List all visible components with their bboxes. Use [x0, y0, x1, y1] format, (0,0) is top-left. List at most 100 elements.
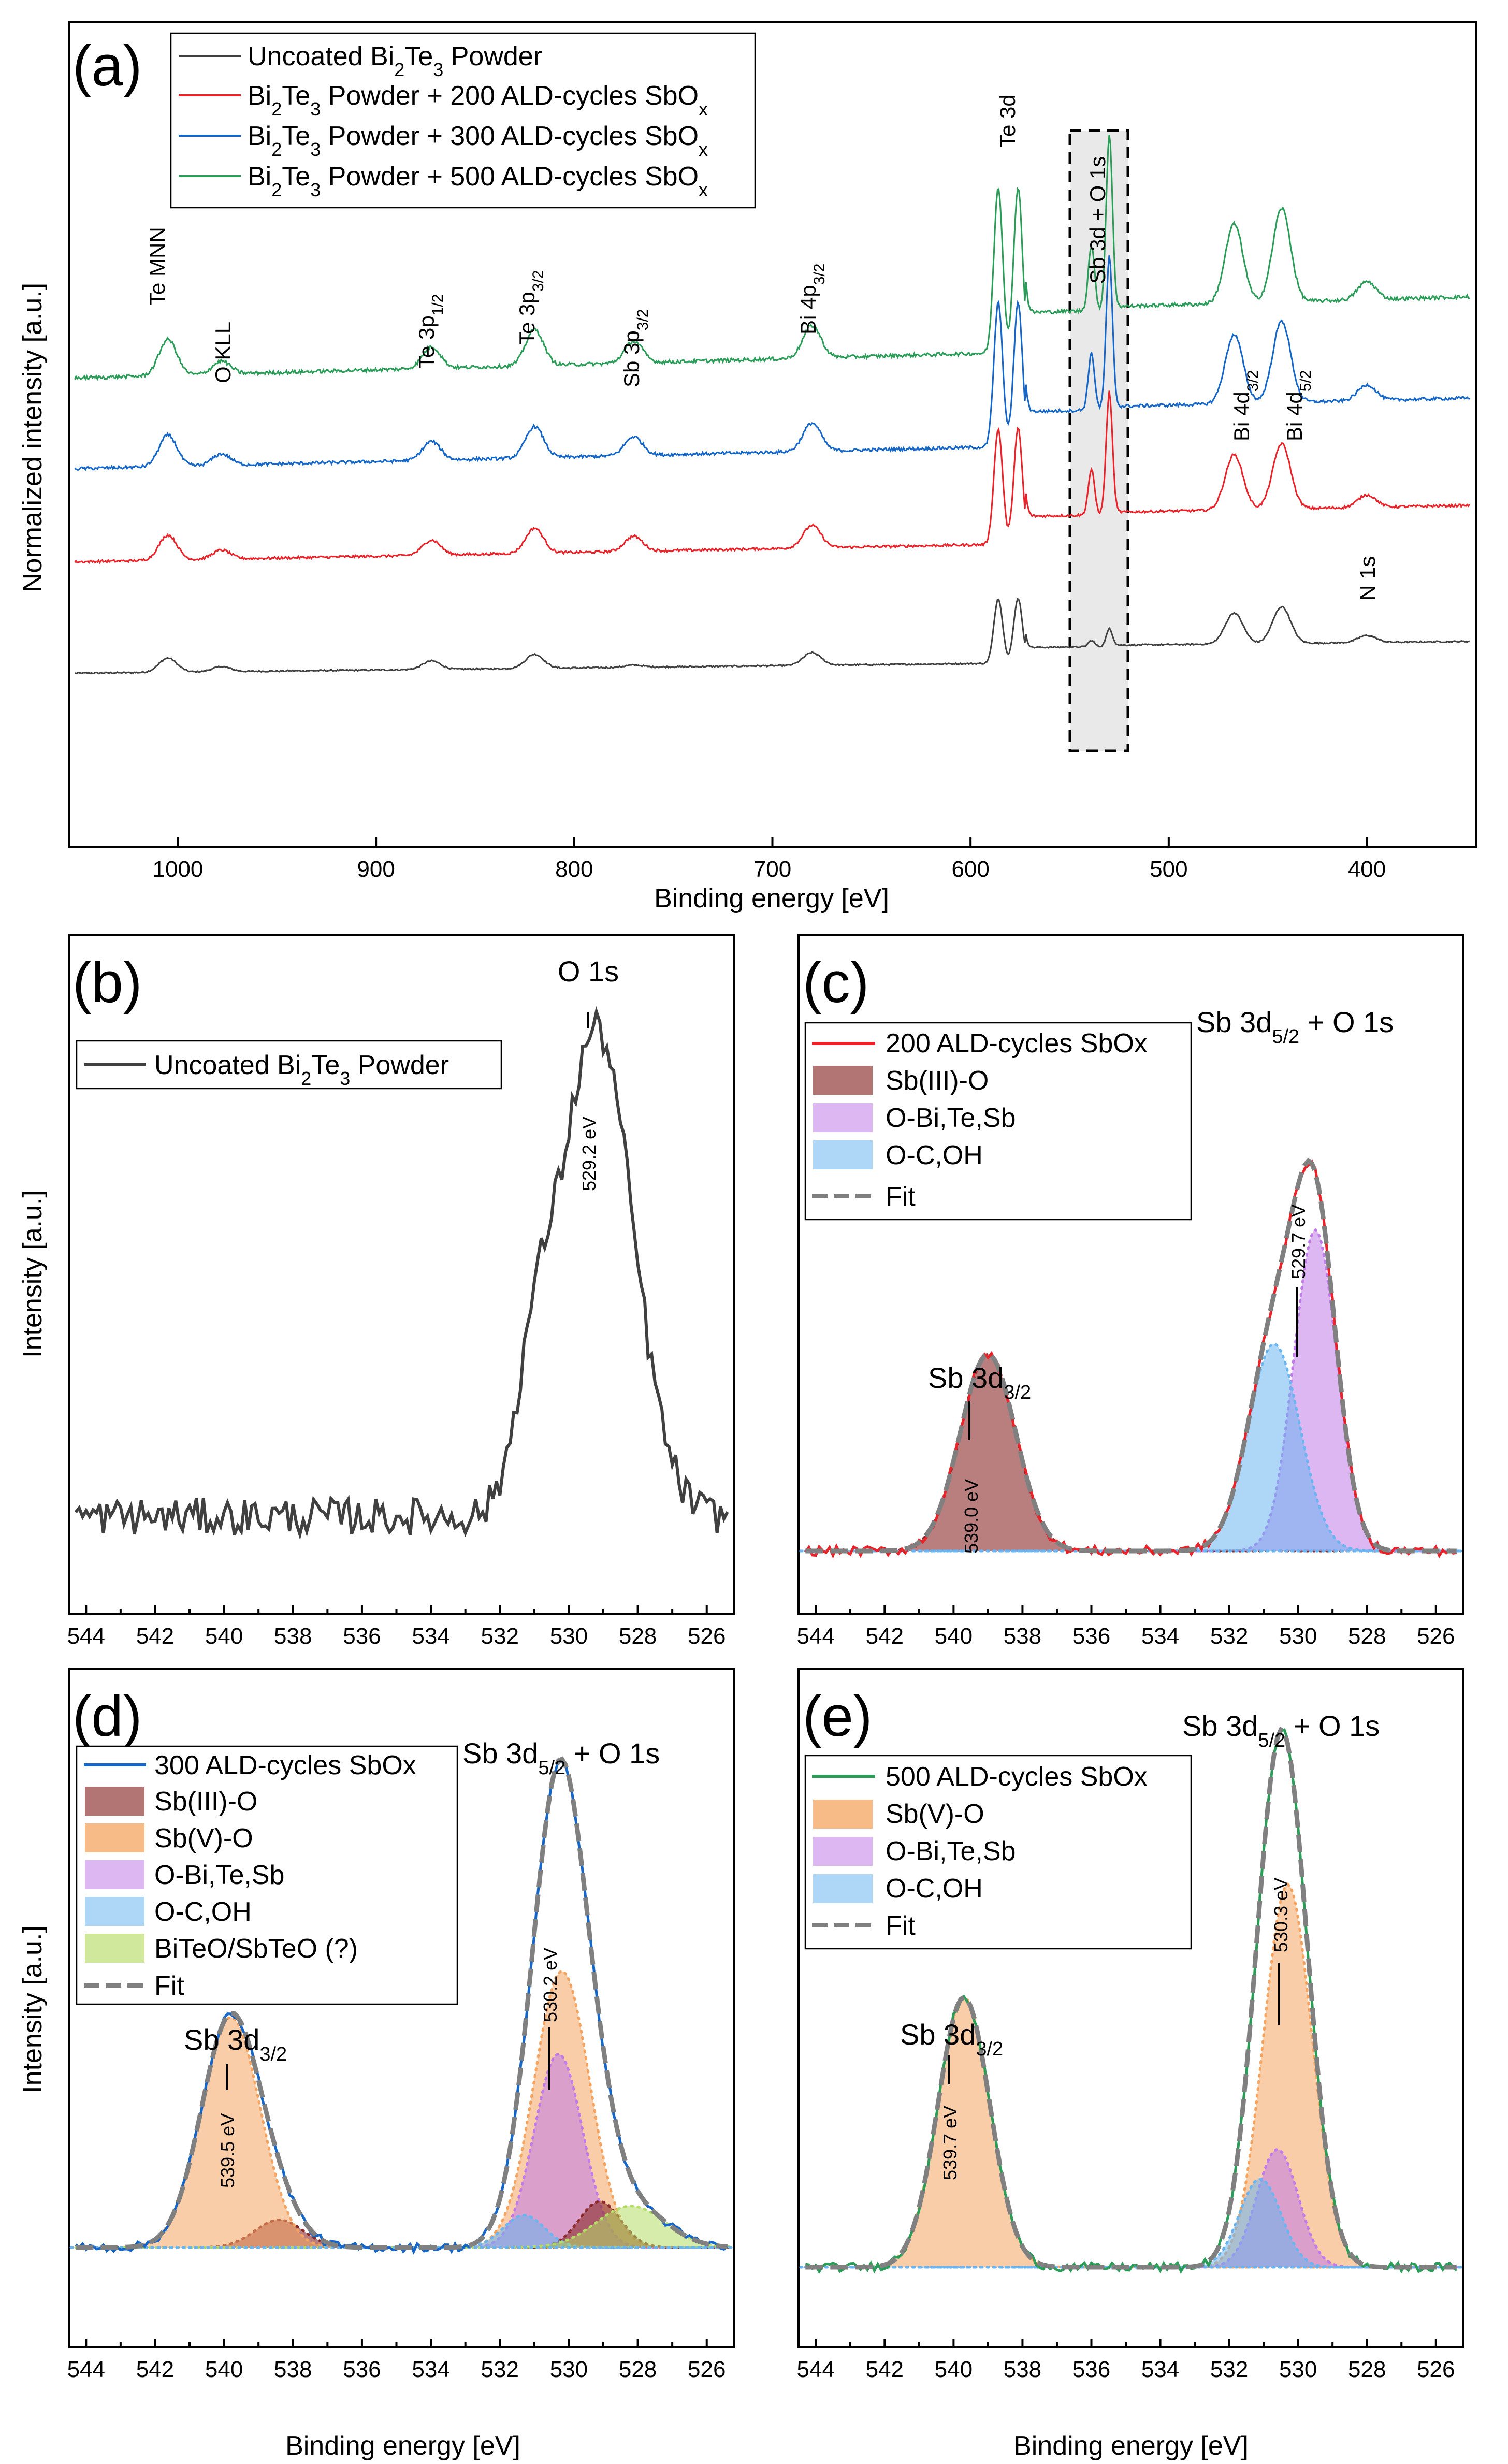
panel-a: 1000 900 800 700 600 500 400 (a) Uncoated Bi2T…	[18, 21, 1477, 914]
panel-d-frame	[68, 1668, 735, 2348]
tick-label: 528	[619, 2357, 657, 2382]
panel-c: 544 542 540 538 536 534 532 530 528 526 (c) 200 A…	[797, 934, 1465, 1649]
panel-e-curves	[799, 1726, 1463, 2274]
tick-label: 540	[205, 2357, 243, 2382]
tick-label: 544	[797, 2357, 835, 2382]
panel-e-peak-value-2: 539.7 eV	[939, 2106, 961, 2180]
panel-d-y-axis-label: Intensity [a.u.]	[18, 1925, 48, 2093]
panel-e-frame	[798, 1668, 1465, 2348]
panel-d-curves	[69, 1756, 734, 2255]
peak-label-sb-3p32: Sb 3p3/2	[619, 309, 651, 387]
panel-c-legend: 200 ALD-cycles SbOx Sb(III)-O O-Bi,Te,Sb…	[804, 1022, 1192, 1221]
tick-label: 544	[797, 1624, 835, 1649]
panel-d-label: (d)	[72, 1685, 142, 1748]
panel-b-x-ticks: 544 542 540 538 536 534 532 530 528 526	[67, 1605, 726, 1649]
tick-label: 534	[412, 2357, 450, 2382]
tick-label: 528	[1348, 1624, 1386, 1649]
panel-a-x-ticks: 1000 900 800 700 600 500 400	[153, 837, 1386, 882]
tick-label: 532	[1210, 2357, 1248, 2382]
panel-d-legend-entry-oc: O-C,OH	[154, 1897, 252, 1927]
panel-d-peak-value-2: 539.5 eV	[217, 2113, 238, 2188]
tick-label: 534	[1141, 1624, 1179, 1649]
measured-line	[804, 1159, 1457, 1559]
panel-e-legend-entry-sb5: Sb(V)-O	[886, 1799, 984, 1829]
panel-e-title: Sb 3d5/2 + O 1s	[1182, 1709, 1380, 1751]
panel-a-tick-label: 1000	[153, 857, 204, 882]
panel-c-label: (c)	[803, 951, 869, 1014]
panel-d-legend-entry-bite: BiTeO/SbTeO (?)	[154, 1934, 358, 1964]
component-fill	[76, 2054, 731, 2248]
tick-label: 526	[1417, 1624, 1455, 1649]
panel-e-peak-value-1: 530.3 eV	[1270, 1878, 1292, 1952]
tick-label: 544	[67, 1624, 105, 1649]
panel-d-title: Sb 3d5/2 + O 1s	[462, 1737, 660, 1779]
panel-a-label: (a)	[72, 34, 142, 98]
tick-label: 536	[343, 1624, 381, 1649]
component-fill	[76, 2206, 731, 2248]
o1s-line	[75, 1006, 729, 1540]
peak-label-n-1s: N 1s	[1355, 556, 1380, 601]
tick-label: 540	[935, 2357, 973, 2382]
panel-e-x-axis-label: Binding energy [eV]	[1013, 2431, 1249, 2461]
survey-line-2	[74, 390, 1471, 564]
panel-a-tick-label: 900	[357, 857, 395, 882]
panel-e-legend: 500 ALD-cycles SbOx Sb(V)-O O-Bi,Te,Sb O…	[804, 1755, 1192, 1950]
panel-a-legend: Uncoated Bi2Te3 Powder Bi2Te3 Powder + 2…	[170, 32, 756, 209]
peak-label-te-mnn: Te MNN	[145, 227, 169, 306]
panel-d-peak-value-1: 530.2 eV	[540, 1948, 561, 2022]
panel-b-legend-entry: Uncoated Bi2Te3 Powder	[154, 1050, 449, 1089]
panel-e-sb3d32-label: Sb 3d3/2	[900, 2018, 1003, 2060]
panel-a-legend-entry-200: Bi2Te3 Powder + 200 ALD-cycles SbOx	[248, 81, 708, 120]
peak-label-te-3d: Te 3d	[995, 94, 1020, 148]
panel-a-tick-label: 500	[1150, 857, 1187, 882]
panel-d-legend-entry-obi: O-Bi,Te,Sb	[154, 1860, 284, 1890]
panel-a-legend-entry-300: Bi2Te3 Powder + 300 ALD-cycles SbOx	[248, 121, 708, 160]
tick-label: 534	[1141, 2357, 1179, 2382]
component-fill	[805, 1884, 1460, 2267]
tick-label: 538	[274, 2357, 312, 2382]
panel-a-tick-label: 700	[753, 857, 791, 882]
panel-a-tick-label: 600	[951, 857, 989, 882]
component-fill	[76, 2017, 731, 2248]
tick-label: 540	[935, 1624, 973, 1649]
panel-b-legend: Uncoated Bi2Te3 Powder	[76, 1040, 502, 1090]
panel-e-legend-entry-obi: O-Bi,Te,Sb	[886, 1836, 1016, 1866]
tick-label: 526	[688, 2357, 726, 2382]
panel-d: 544 542 540 538 536 534 532 530 528 526 (d) 300 A…	[18, 1668, 735, 2461]
panel-c-peak-value-2: 539.0 eV	[961, 1479, 982, 1554]
panel-d-legend-entry-data: 300 ALD-cycles SbOx	[154, 1750, 416, 1780]
tick-label: 536	[343, 2357, 381, 2382]
tick-label: 542	[136, 2357, 174, 2382]
panel-c-title: Sb 3d5/2 + O 1s	[1196, 1006, 1394, 1048]
tick-label: 526	[688, 1624, 726, 1649]
peak-label-bi-4d52: Bi 4d5/2	[1282, 370, 1314, 441]
panel-d-legend: 300 ALD-cycles SbOx Sb(III)-O Sb(V)-O O-…	[76, 1745, 458, 2005]
panel-d-legend-entry-sb3: Sb(III)-O	[154, 1787, 257, 1817]
panel-e-legend-entry-fit: Fit	[886, 1911, 916, 1941]
tick-label: 536	[1072, 2357, 1110, 2382]
panel-b-frame	[68, 934, 735, 1615]
tick-label: 542	[136, 1624, 174, 1649]
peak-label-bi-4d32: Bi 4d3/2	[1229, 370, 1262, 441]
peak-label-te-3p12: Te 3p1/2	[414, 294, 446, 369]
panel-c-x-ticks: 544 542 540 538 536 534 532 530 528 526	[797, 1605, 1455, 1649]
tick-label: 526	[1417, 2357, 1455, 2382]
peak-label-o-kll: O KLL	[211, 322, 235, 383]
panel-c-curves	[799, 1158, 1463, 1559]
panel-a-x-axis-label: Binding energy [eV]	[654, 883, 889, 914]
tick-label: 532	[481, 1624, 519, 1649]
peak-label-bi-4p32: Bi 4p3/2	[796, 264, 828, 335]
tick-label: 530	[1279, 2357, 1317, 2382]
tick-label: 542	[866, 1624, 904, 1649]
panel-c-peak-value-1: 529.7 eV	[1288, 1205, 1309, 1279]
panel-b-peak-value: 529.2 eV	[578, 1117, 600, 1191]
tick-label: 532	[481, 2357, 519, 2382]
panel-e-legend-entry-oc: O-C,OH	[886, 1874, 983, 1904]
peak-label-te-3p32: Te 3p3/2	[515, 270, 547, 345]
fit-line	[805, 1726, 1457, 2270]
panel-a-y-axis-label: Normalized intensity [a.u.]	[18, 283, 48, 592]
panel-b-y-axis-label: Intensity [a.u.]	[18, 1190, 48, 1358]
tick-label: 538	[1004, 2357, 1041, 2382]
tick-label: 542	[866, 2357, 904, 2382]
